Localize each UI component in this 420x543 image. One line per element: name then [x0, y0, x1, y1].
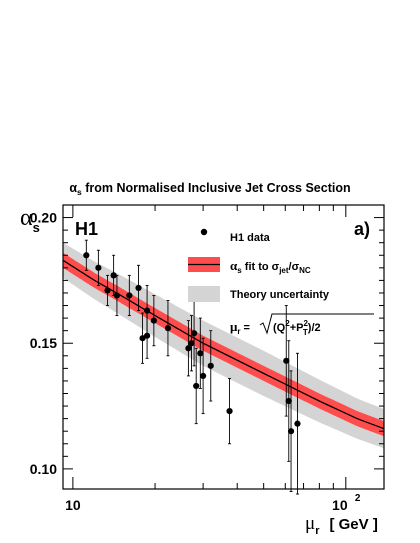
formula-p-sub: T — [303, 328, 308, 337]
data-point-7 — [135, 264, 142, 312]
experiment-label: H1 — [75, 219, 98, 239]
legend: H1 data αs fit to σjet/σNC Theory uncert… — [188, 228, 374, 337]
x-tick-label-1: 10 — [65, 497, 81, 513]
legend-fit-slash: /σ — [289, 261, 300, 273]
data-point-21 — [283, 305, 290, 417]
frame-layer — [62, 204, 385, 490]
data-point-23 — [287, 370, 295, 492]
x-tick-sup-2: 2 — [355, 493, 361, 504]
data-marker-14 — [188, 340, 195, 347]
legend-fit-alpha: α — [230, 258, 238, 273]
legend-marker-data — [200, 228, 208, 236]
data-point-2 — [95, 249, 102, 286]
formula-eq: = — [241, 322, 250, 334]
legend-text-fit: αs fit to σjet/σNC — [230, 258, 311, 275]
y-tick-label-3: 0.20 — [30, 210, 57, 226]
formula-q-sup: 2 — [285, 319, 290, 328]
data-marker-18 — [200, 372, 207, 380]
formula-r: r — [237, 327, 240, 336]
data-marker-20 — [226, 407, 233, 415]
data-point-24 — [294, 352, 301, 495]
data-point-6 — [126, 274, 133, 317]
data-point-14 — [188, 315, 195, 372]
formula-sqrt-sign — [259, 313, 374, 335]
data-point-3 — [104, 274, 111, 306]
data-marker-4 — [110, 272, 117, 279]
formula-mu: μ — [230, 319, 238, 334]
y-axis-sub: s — [33, 220, 40, 235]
data-marker-10 — [143, 332, 151, 339]
data-marker-24 — [294, 420, 301, 427]
x-axis-symbol: μ — [305, 513, 315, 534]
legend-fit-alpha-sub: s — [237, 266, 242, 275]
data-point-10 — [143, 312, 151, 359]
legend-fit-text: fit to σ — [242, 261, 280, 273]
formula-q: (Q — [273, 322, 286, 334]
data-marker-5 — [113, 292, 121, 299]
data-marker-19 — [207, 362, 214, 369]
data-marker-22 — [285, 397, 292, 405]
data-marker-2 — [95, 264, 102, 271]
data-marker-21 — [283, 357, 290, 364]
y-tick-label-1: 0.10 — [30, 461, 57, 477]
data-marker-11 — [150, 317, 157, 324]
title-alpha: α — [69, 181, 77, 195]
formula-close: )/2 — [308, 322, 321, 334]
title-sub: s — [77, 187, 82, 197]
data-point-16 — [193, 347, 200, 425]
data-marker-3 — [104, 287, 111, 294]
data-point-19 — [207, 330, 214, 402]
data-marker-17 — [197, 350, 204, 357]
y-axis-symbol: α — [20, 205, 33, 231]
formula-plus-p: +P — [290, 322, 304, 334]
legend-text-data: H1 data — [230, 232, 271, 244]
y-axis-label: αs — [20, 205, 40, 235]
data-marker-15 — [190, 330, 198, 337]
data-marker-7 — [135, 284, 142, 292]
data-point-20 — [226, 377, 233, 445]
legend-fit-nc: NC — [299, 266, 311, 275]
data-point-13 — [185, 320, 192, 377]
ticks-layer: 0.10 0.15 0.20 10 10 2 — [30, 204, 384, 513]
legend-formula: μr = — [230, 319, 250, 336]
x-axis-label: μr [ GeV ] — [305, 513, 378, 537]
legend-fit-jet: jet — [278, 266, 289, 275]
data-point-22 — [285, 340, 292, 462]
x-axis-sub: r — [315, 525, 320, 537]
data-marker-13 — [185, 345, 192, 352]
fit-band — [63, 252, 384, 437]
data-marker-6 — [126, 292, 133, 299]
x-axis-unit: [ GeV ] — [329, 516, 377, 533]
plot-frame — [62, 204, 385, 490]
data-marker-16 — [193, 382, 200, 390]
formula-p-sup: 2 — [303, 319, 308, 328]
data-point-12 — [164, 300, 172, 357]
data-marker-8 — [139, 335, 146, 342]
legend-formula-body: (Q2+P2 T)/2 — [273, 319, 321, 337]
data-marker-23 — [287, 428, 295, 435]
data-marker-1 — [83, 252, 90, 259]
data-point-11 — [150, 295, 157, 347]
data-marker-9 — [143, 307, 151, 314]
chart-title: αs from Normalised Inclusive Jet Cross S… — [69, 181, 350, 197]
data-point-8 — [139, 312, 146, 364]
data-point-5 — [113, 274, 121, 317]
points-layer — [83, 239, 301, 495]
panel-label: a) — [354, 219, 370, 239]
data-point-1 — [83, 239, 90, 271]
data-point-18 — [200, 337, 207, 415]
title-rest: from Normalised Inclusive Jet Cross Sect… — [82, 181, 351, 195]
legend-marker-theory-band — [188, 286, 220, 302]
y-tick-label-2: 0.15 — [30, 335, 57, 351]
data-marker-12 — [164, 325, 172, 332]
legend-text-theory: Theory uncertainty — [230, 289, 330, 301]
x-tick-label-2: 10 — [332, 497, 348, 513]
